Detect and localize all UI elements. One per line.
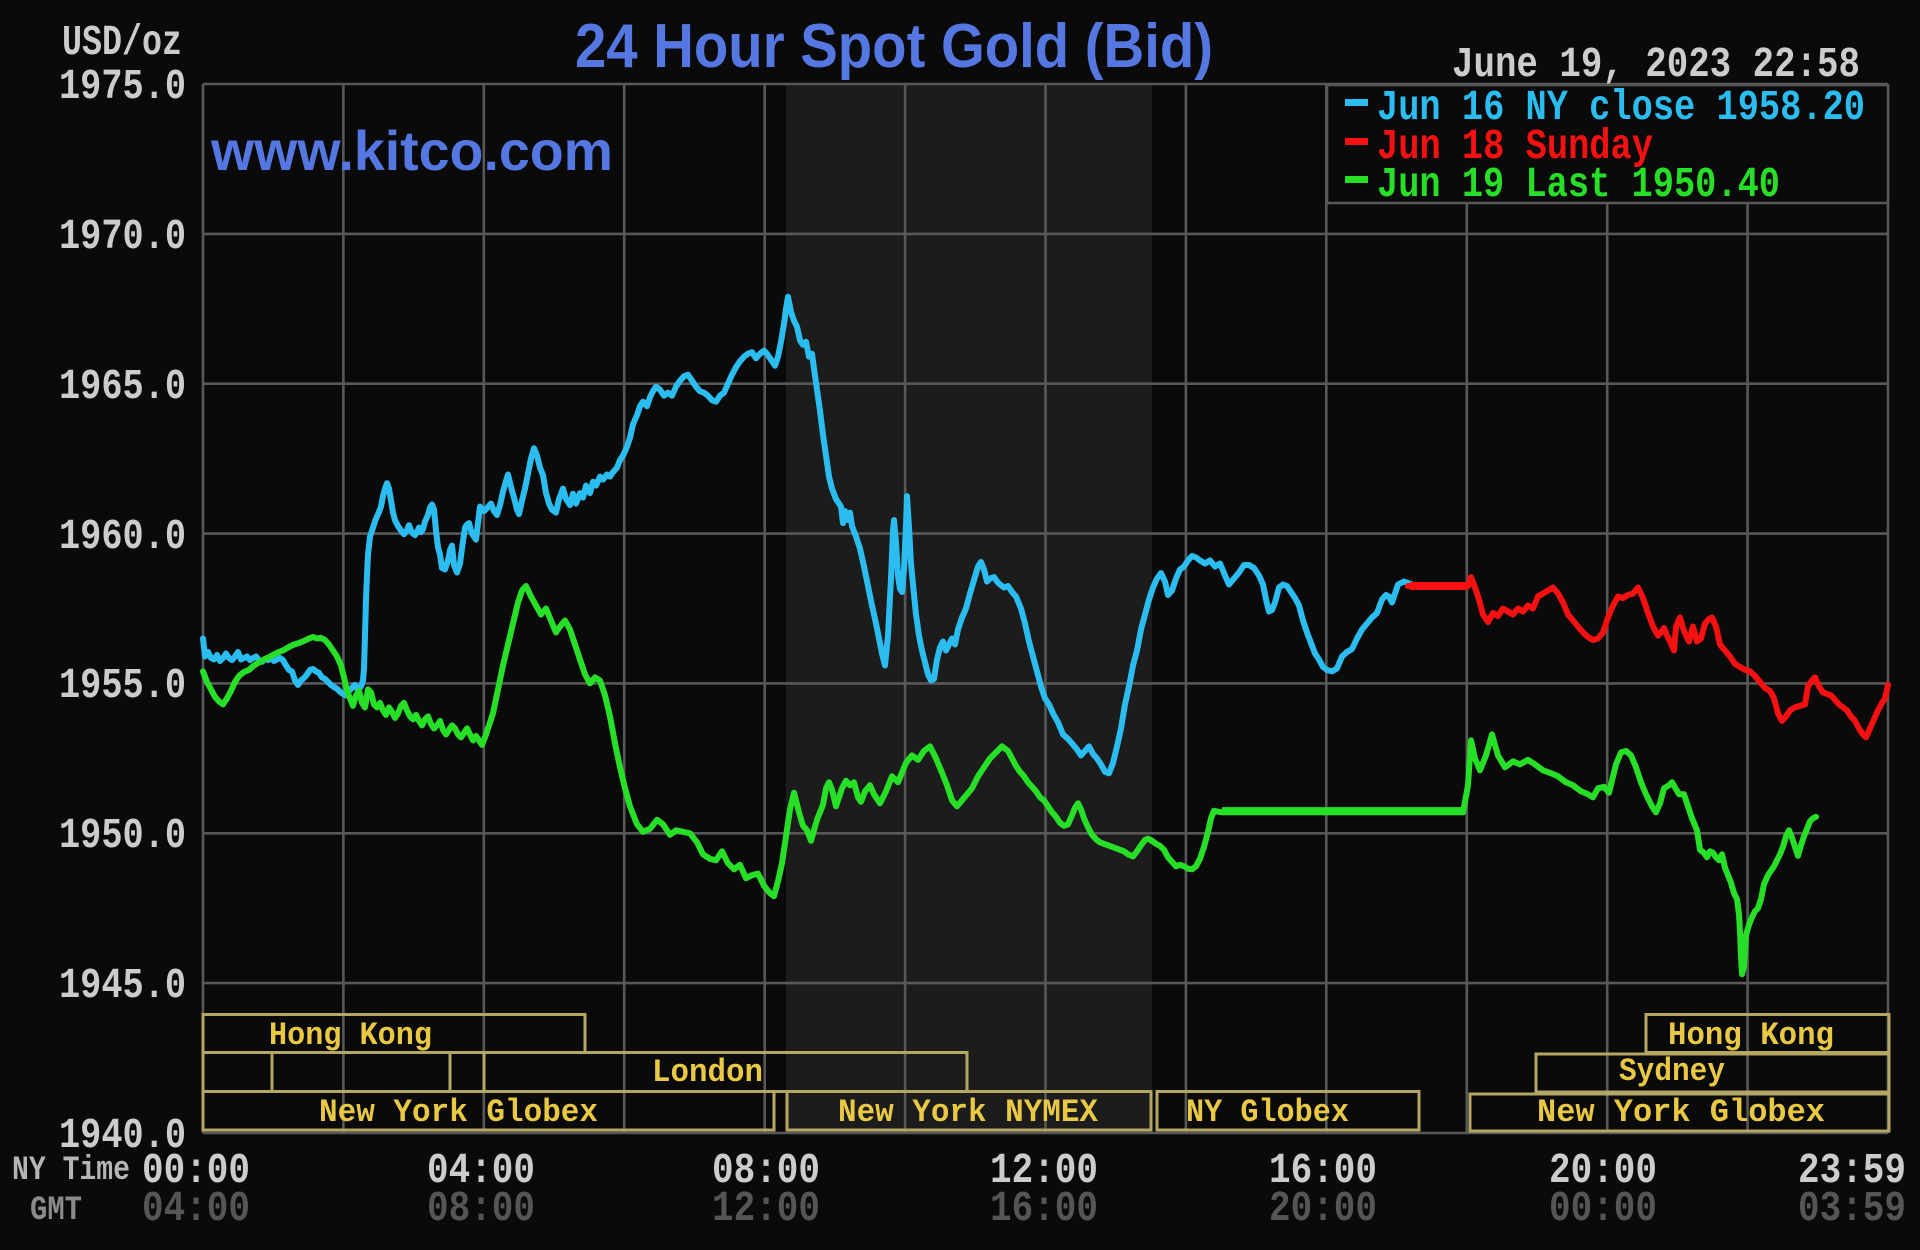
svg-text:Hong Kong: Hong Kong [1668,1017,1834,1054]
svg-text:23:59: 23:59 [1798,1146,1906,1195]
svg-text:12:00: 12:00 [712,1184,820,1233]
svg-text:Jun 18 Sunday: Jun 18 Sunday [1377,122,1653,171]
svg-text:1940.0: 1940.0 [59,1111,186,1160]
svg-text:www.kitco.com: www.kitco.com [210,119,613,182]
svg-text:GMT: GMT [30,1192,82,1230]
svg-text:NY Globex: NY Globex [1186,1094,1349,1131]
svg-text:04:00: 04:00 [427,1146,535,1195]
svg-text:Jun 19 Last 1950.40: Jun 19 Last 1950.40 [1377,160,1780,209]
svg-text:June 19, 2023 22:58: June 19, 2023 22:58 [1452,40,1860,89]
svg-text:16:00: 16:00 [1269,1146,1377,1195]
svg-text:20:00: 20:00 [1269,1184,1377,1233]
svg-text:04:00: 04:00 [142,1184,250,1233]
svg-text:08:00: 08:00 [427,1184,535,1233]
svg-text:20:00: 20:00 [1549,1146,1657,1195]
svg-text:1960.0: 1960.0 [59,512,186,561]
svg-text:NY Time: NY Time [12,1152,130,1190]
svg-text:00:00: 00:00 [1549,1184,1657,1233]
svg-text:1950.0: 1950.0 [59,811,186,860]
svg-text:New York Globex: New York Globex [319,1094,598,1131]
svg-text:24 Hour Spot Gold (Bid): 24 Hour Spot Gold (Bid) [575,12,1213,81]
svg-text:New York NYMEX: New York NYMEX [838,1094,1099,1131]
svg-text:Jun 16 NY close 1958.20: Jun 16 NY close 1958.20 [1377,83,1865,132]
svg-text:1975.0: 1975.0 [59,62,186,111]
svg-text:03:59: 03:59 [1798,1184,1906,1233]
svg-text:1945.0: 1945.0 [59,961,186,1010]
svg-text:00:00: 00:00 [142,1146,250,1195]
svg-text:12:00: 12:00 [990,1146,1098,1195]
svg-text:USD/oz: USD/oz [62,18,182,67]
svg-text:08:00: 08:00 [712,1146,820,1195]
svg-text:1970.0: 1970.0 [59,212,186,261]
svg-text:New York Globex: New York Globex [1537,1094,1825,1131]
svg-text:1955.0: 1955.0 [59,661,186,710]
svg-text:Hong Kong: Hong Kong [269,1017,432,1054]
svg-text:London: London [652,1054,763,1091]
svg-text:Sydney: Sydney [1619,1053,1725,1090]
svg-text:16:00: 16:00 [990,1184,1098,1233]
svg-text:1965.0: 1965.0 [59,362,186,411]
